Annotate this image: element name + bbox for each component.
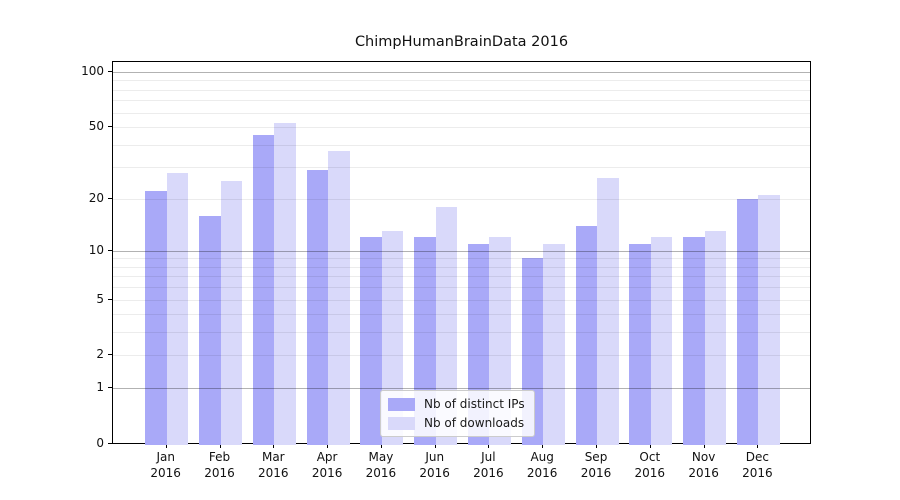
x-tick-mark [596,444,597,448]
x-tick-mark [488,444,490,448]
bar-ips-jan [145,191,167,445]
x-tick-mark [380,444,382,448]
y-tick-mark [108,71,112,72]
x-tick-mark [219,444,221,448]
x-tick-mark [434,444,436,448]
plot-area: Nb of distinct IPs Nb of downloads [112,61,811,445]
y-tick-label: 50 [88,119,104,134]
bar-ips-oct [629,243,651,445]
bar-downloads-jan [166,172,189,445]
x-tick-label: Dec 2016 [742,450,773,480]
x-tick-label: Sep 2016 [580,450,612,480]
x-tick-mark [273,444,275,448]
legend-swatch-distinct-ips [388,397,415,411]
y-tick-mark [108,387,112,389]
x-tick-label: Jun 2016 [419,450,450,480]
bar-ips-dec [736,198,759,445]
bar-downloads-feb [220,181,242,445]
x-tick-label: Aug 2016 [526,450,558,480]
bar-downloads-oct [650,237,673,445]
x-tick-mark [542,444,544,448]
y-tick-mark [108,443,112,444]
y-tick-mark [108,298,112,300]
y-tick-mark [108,249,112,251]
x-tick-label: Oct 2016 [634,450,666,480]
x-tick-label: Jul 2016 [473,450,504,480]
y-tick-label: 20 [88,190,104,205]
bar-downloads-apr [328,150,350,445]
y-tick-label: 100 [81,64,104,78]
bars-layer [113,62,810,445]
x-tick-label: Feb 2016 [204,450,235,480]
x-tick-mark [327,444,329,448]
x-tick-label: Nov 2016 [688,450,719,480]
legend-label-downloads: Nb of downloads [424,416,525,430]
x-tick-mark [703,444,705,448]
y-tick-label: 1 [96,380,104,395]
bar-ips-mar [252,135,275,445]
x-tick-label: Apr 2016 [311,450,343,480]
x-tick-mark [649,444,651,448]
x-tick-mark [757,444,759,448]
x-tick-label: Jan 2016 [150,450,181,480]
y-tick-label: 10 [88,242,104,257]
bar-ips-nov [683,237,705,445]
legend-entry-distinct-ips: Nb of distinct IPs [388,397,525,411]
bar-ips-feb [199,215,221,445]
bar-downloads-dec [758,194,780,445]
legend-entry-downloads: Nb of downloads [388,416,525,430]
bar-ips-may [360,237,382,445]
y-tick-label: 2 [96,347,104,362]
bar-downloads-aug [543,243,565,445]
x-tick-mark [165,444,167,448]
y-tick-mark [108,197,112,199]
legend-swatch-downloads [388,416,415,430]
x-tick-label: Mar 2016 [258,450,289,480]
legend-label-distinct-ips: Nb of distinct IPs [424,397,525,411]
y-tick-mark [108,126,112,128]
y-tick-label: 0 [96,436,104,450]
x-tick-label: May 2016 [365,450,397,480]
chart-title: ChimpHumanBrainData 2016 [354,34,569,50]
bar-downloads-nov [704,231,727,445]
bar-downloads-jun [435,206,458,445]
bar-downloads-sep [597,178,619,445]
bar-ips-apr [306,169,329,445]
bar-downloads-mar [274,122,296,445]
bar-ips-sep [575,225,597,445]
y-tick-label: 5 [96,291,104,306]
y-tick-mark [108,354,112,356]
legend: Nb of distinct IPs Nb of downloads [380,390,535,437]
